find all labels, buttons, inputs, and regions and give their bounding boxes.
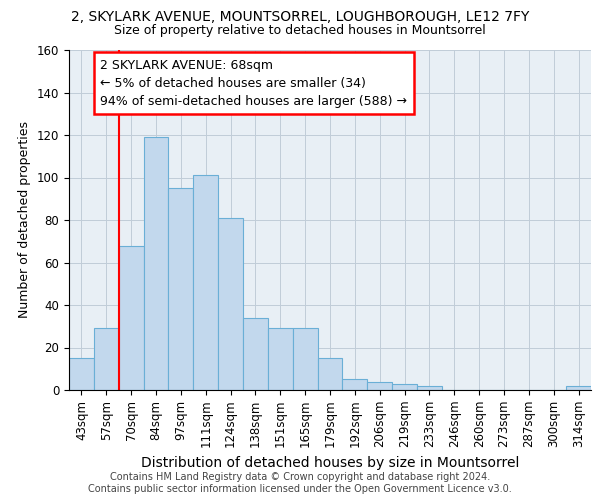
Bar xyxy=(367,382,392,390)
Bar xyxy=(317,358,343,390)
Bar xyxy=(169,188,193,390)
Bar xyxy=(268,328,293,390)
Bar xyxy=(143,137,169,390)
Bar xyxy=(293,328,317,390)
Text: Size of property relative to detached houses in Mountsorrel: Size of property relative to detached ho… xyxy=(114,24,486,37)
Bar xyxy=(218,218,243,390)
X-axis label: Distribution of detached houses by size in Mountsorrel: Distribution of detached houses by size … xyxy=(141,456,519,469)
Bar xyxy=(193,176,218,390)
Y-axis label: Number of detached properties: Number of detached properties xyxy=(19,122,31,318)
Bar xyxy=(392,384,417,390)
Bar xyxy=(119,246,143,390)
Bar xyxy=(243,318,268,390)
Text: Contains HM Land Registry data © Crown copyright and database right 2024.
Contai: Contains HM Land Registry data © Crown c… xyxy=(88,472,512,494)
Bar xyxy=(94,328,119,390)
Bar xyxy=(343,380,367,390)
Bar xyxy=(566,386,591,390)
Bar xyxy=(417,386,442,390)
Text: 2 SKYLARK AVENUE: 68sqm
← 5% of detached houses are smaller (34)
94% of semi-det: 2 SKYLARK AVENUE: 68sqm ← 5% of detached… xyxy=(100,58,407,108)
Bar xyxy=(69,358,94,390)
Text: 2, SKYLARK AVENUE, MOUNTSORREL, LOUGHBOROUGH, LE12 7FY: 2, SKYLARK AVENUE, MOUNTSORREL, LOUGHBOR… xyxy=(71,10,529,24)
